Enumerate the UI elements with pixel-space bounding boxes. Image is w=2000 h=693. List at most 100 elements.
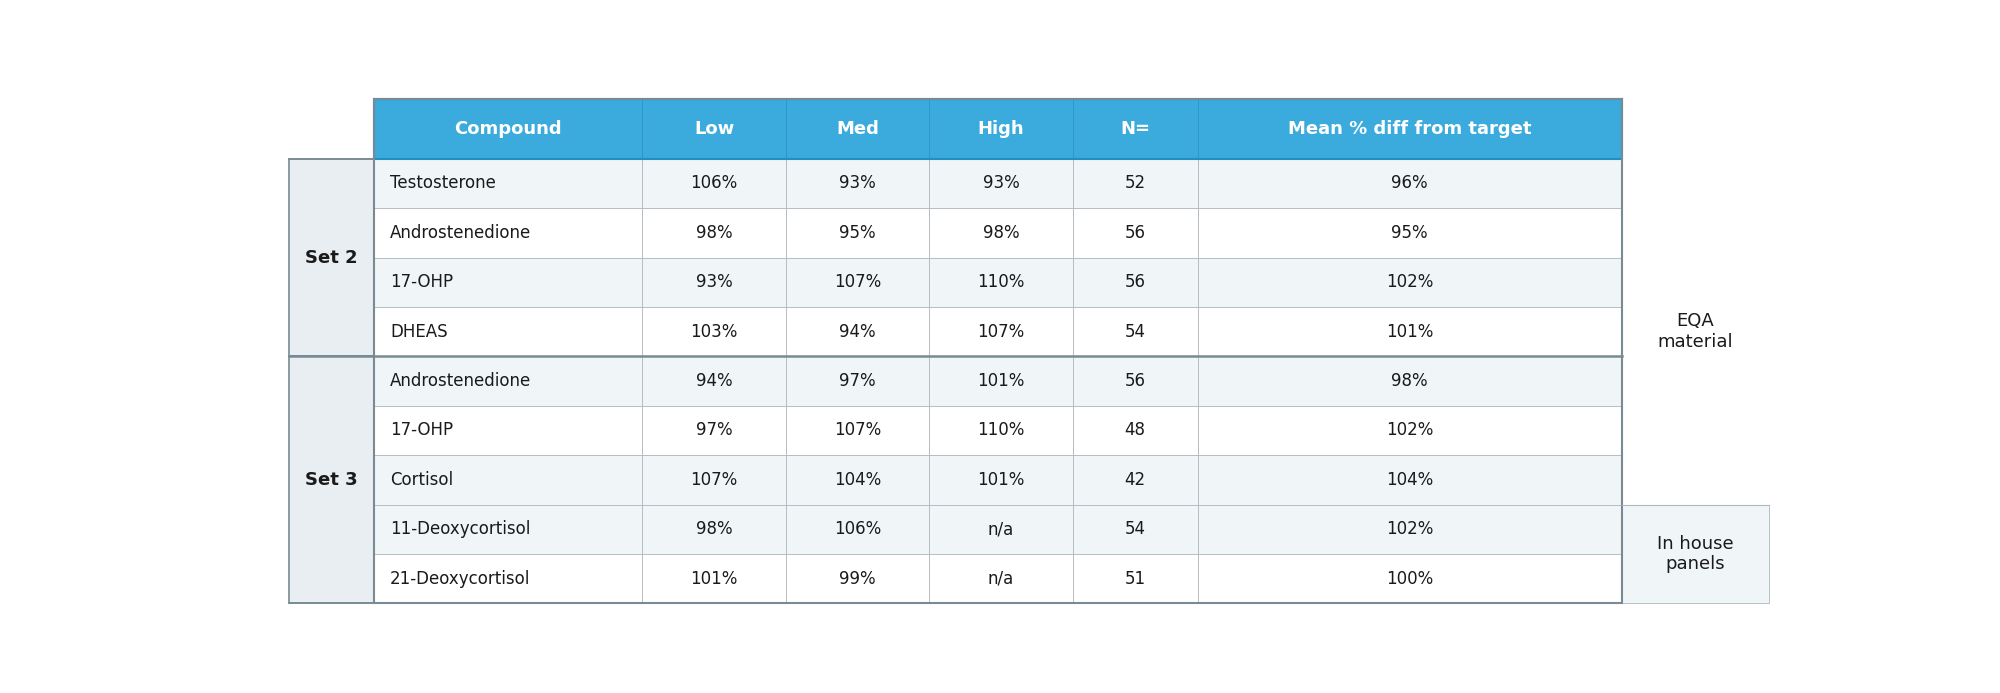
Bar [374,159,642,208]
Text: Set 3: Set 3 [306,471,358,489]
Bar [1072,554,1198,604]
Text: 94%: 94% [840,323,876,341]
Text: 94%: 94% [696,372,732,390]
Text: 97%: 97% [840,372,876,390]
Text: 104%: 104% [1386,471,1434,489]
Text: 98%: 98% [982,224,1020,242]
Bar [930,99,1072,159]
Bar [1622,505,1770,604]
Bar [374,406,642,455]
Text: 103%: 103% [690,323,738,341]
Bar [374,258,642,307]
Text: 93%: 93% [982,175,1020,193]
Bar [1198,554,1622,604]
Text: 95%: 95% [1392,224,1428,242]
Text: 106%: 106% [690,175,738,193]
Bar [930,307,1072,356]
Bar [1198,159,1622,208]
Text: 51: 51 [1124,570,1146,588]
Text: 110%: 110% [978,273,1024,291]
Text: 110%: 110% [978,421,1024,439]
Bar [642,455,786,505]
Text: Androstenedione: Androstenedione [390,372,532,390]
Text: 11-Deoxycortisol: 11-Deoxycortisol [390,520,530,538]
Bar [930,159,1072,208]
Text: DHEAS: DHEAS [390,323,448,341]
Text: 56: 56 [1124,273,1146,291]
Text: Mean % diff from target: Mean % diff from target [1288,120,1532,138]
Bar [642,356,786,406]
Text: 48: 48 [1124,421,1146,439]
Text: 56: 56 [1124,372,1146,390]
Bar [374,356,642,406]
Bar [374,99,1622,159]
Bar [1072,99,1198,159]
Bar [1072,258,1198,307]
Bar [1198,505,1622,554]
Bar [786,554,930,604]
Text: 93%: 93% [840,175,876,193]
Text: Low: Low [694,120,734,138]
Bar [786,99,930,159]
Bar [786,406,930,455]
Text: 98%: 98% [1392,372,1428,390]
Text: 102%: 102% [1386,421,1434,439]
Bar [786,208,930,258]
Bar [1198,455,1622,505]
Text: 21-Deoxycortisol: 21-Deoxycortisol [390,570,530,588]
Bar [642,258,786,307]
Text: High: High [978,120,1024,138]
Bar [374,99,642,159]
Text: 107%: 107% [834,421,882,439]
Text: 17-OHP: 17-OHP [390,273,454,291]
Bar [786,307,930,356]
Bar [642,307,786,356]
Bar [786,356,930,406]
Text: Compound: Compound [454,120,562,138]
Text: Cortisol: Cortisol [390,471,454,489]
Bar [930,554,1072,604]
Bar [1622,159,1770,505]
Bar [288,159,374,356]
Text: 102%: 102% [1386,520,1434,538]
Text: Set 2: Set 2 [306,249,358,267]
Bar [1072,455,1198,505]
Text: 96%: 96% [1392,175,1428,193]
Text: 52: 52 [1124,175,1146,193]
Bar [1198,356,1622,406]
Bar [288,356,374,604]
Bar [1072,356,1198,406]
Bar [642,99,786,159]
Bar [930,258,1072,307]
Text: 42: 42 [1124,471,1146,489]
Text: 106%: 106% [834,520,882,538]
Text: 101%: 101% [978,372,1024,390]
Bar [786,505,930,554]
Text: 54: 54 [1124,323,1146,341]
Bar [930,356,1072,406]
Bar [1072,307,1198,356]
Bar [930,406,1072,455]
Text: n/a: n/a [988,520,1014,538]
Bar [1198,208,1622,258]
Text: 99%: 99% [840,570,876,588]
Text: 100%: 100% [1386,570,1434,588]
Bar [374,455,642,505]
Text: 107%: 107% [978,323,1024,341]
Text: 56: 56 [1124,224,1146,242]
Bar [374,505,642,554]
Bar [1072,159,1198,208]
Bar [930,455,1072,505]
Bar [642,406,786,455]
Bar [374,99,1622,604]
Text: 102%: 102% [1386,273,1434,291]
Text: Testosterone: Testosterone [390,175,496,193]
Bar [1198,99,1622,159]
Text: 101%: 101% [1386,323,1434,341]
Text: 54: 54 [1124,520,1146,538]
Bar [1072,208,1198,258]
Text: Med: Med [836,120,878,138]
Text: 98%: 98% [696,520,732,538]
Text: EQA
material: EQA material [1658,313,1734,351]
Bar [930,208,1072,258]
